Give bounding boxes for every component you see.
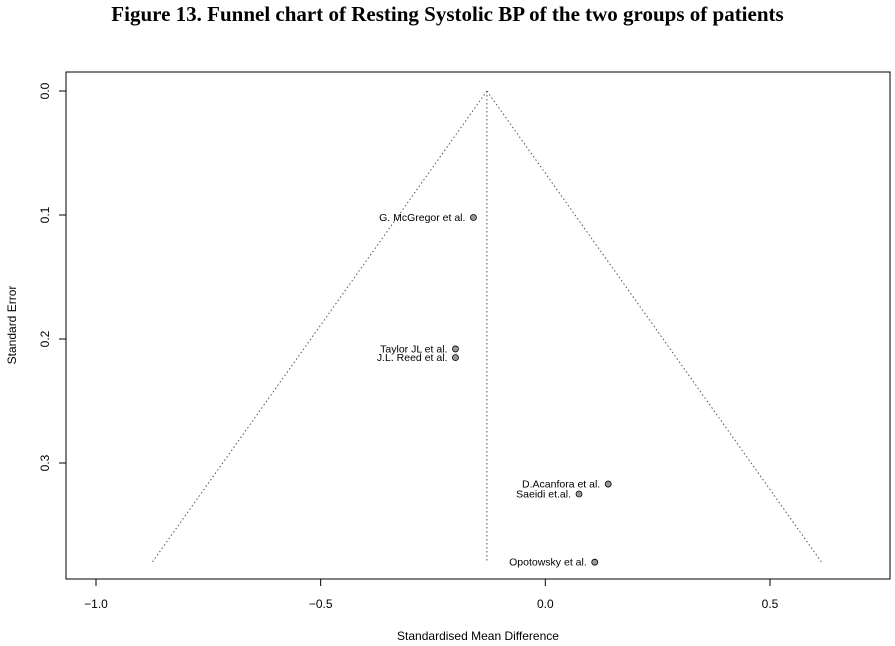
x-tick-label: −0.5 bbox=[309, 597, 333, 611]
x-tick-label: 0.5 bbox=[762, 597, 779, 611]
study-point bbox=[452, 354, 459, 362]
x-axis: −1.0 −0.5 0.0 0.5 bbox=[84, 578, 779, 611]
study-point bbox=[591, 558, 599, 566]
study-point bbox=[575, 490, 583, 498]
y-tick-label: 0.3 bbox=[38, 454, 52, 471]
study-label: G. McGregor et al. bbox=[379, 212, 465, 224]
x-axis-label: Standardised Mean Difference bbox=[397, 629, 559, 643]
chart-title: Figure 13. Funnel chart of Resting Systo… bbox=[111, 2, 784, 26]
study-label: Opotowsky et al. bbox=[509, 557, 587, 569]
study-point bbox=[470, 214, 477, 221]
x-tick-label: −1.0 bbox=[84, 597, 108, 611]
y-tick-label: 0.1 bbox=[38, 206, 52, 223]
study-point bbox=[604, 480, 612, 488]
funnel-right-line bbox=[486, 90, 822, 563]
study-label: D.Acanfora et al. bbox=[522, 479, 600, 491]
funnel-lines bbox=[151, 90, 822, 563]
study-label: J.L. Reed et al. bbox=[377, 352, 448, 364]
x-tick-label: 0.0 bbox=[537, 597, 554, 611]
y-axis-label: Standard Error bbox=[5, 286, 19, 365]
funnel-left-line bbox=[151, 90, 488, 563]
study-label: Taylor JL et al. bbox=[380, 343, 447, 355]
study-point bbox=[452, 345, 459, 353]
y-tick-label: 0.2 bbox=[38, 330, 52, 347]
plot-frame bbox=[65, 71, 891, 580]
y-tick-label: 0.0 bbox=[38, 82, 52, 99]
y-axis: 0.0 0.1 0.2 0.3 bbox=[38, 82, 67, 471]
study-label: Saeidi et.al. bbox=[516, 489, 571, 501]
study-points: G. McGregor et al. Taylor JL et al.J.L. R… bbox=[377, 212, 612, 569]
